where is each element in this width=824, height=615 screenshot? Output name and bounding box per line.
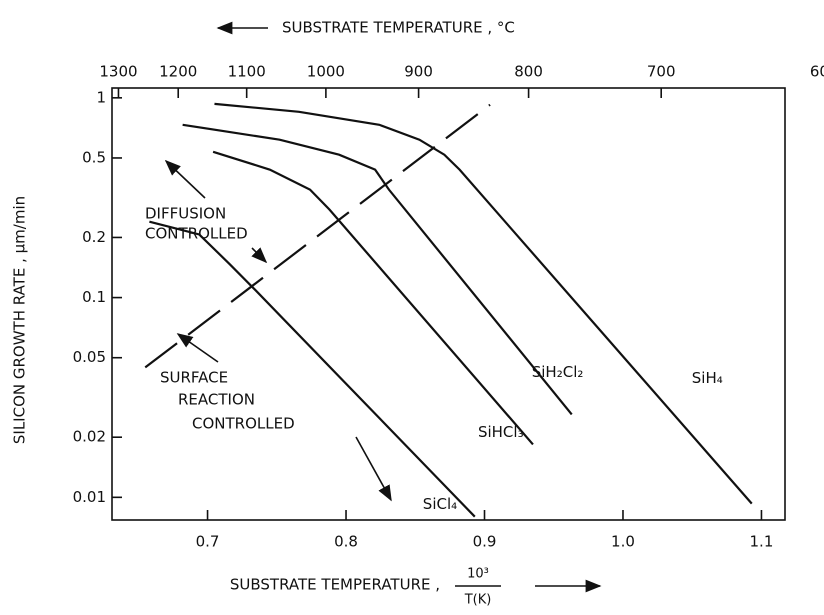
- x2-tick-label: 1100: [228, 63, 266, 81]
- x-axis-label: SUBSTRATE TEMPERATURE ,: [230, 576, 440, 594]
- arrow: [176, 333, 219, 363]
- series-label: SiH₄: [692, 369, 723, 387]
- arrow: [355, 436, 392, 502]
- y-tick-label: 0.5: [82, 148, 106, 166]
- y-tick-label: 0.05: [73, 348, 106, 366]
- arrow: [251, 247, 268, 264]
- annotation: SURFACE: [160, 369, 228, 387]
- series-label: SiH₂Cl₂: [532, 363, 584, 381]
- y-tick-label: 0.01: [73, 488, 106, 506]
- y-axis-label: SILICON GROWTH RATE , μm/min: [11, 196, 29, 444]
- annotation: CONTROLLED: [192, 415, 295, 433]
- x-tick-label: 0.9: [473, 533, 497, 551]
- boundary-line: [144, 103, 491, 369]
- line: [212, 150, 534, 446]
- y-tick-label: 0.2: [82, 228, 106, 246]
- x2-tick-label: 1000: [307, 63, 345, 81]
- series-label: SiCl₄: [423, 495, 457, 513]
- x2-tick-label: 800: [514, 63, 543, 81]
- x-label-denominator: T(K): [464, 593, 492, 608]
- x2-tick-label: 900: [404, 63, 433, 81]
- x2-tick-label: 1200: [159, 63, 197, 81]
- y-tick-label: 1: [96, 88, 106, 106]
- series-label: SiHCl₃: [478, 423, 524, 441]
- arrow: [164, 159, 206, 199]
- line: [182, 123, 573, 416]
- x-tick-label: 1.1: [750, 533, 774, 551]
- x-label-numerator: 10³: [467, 567, 489, 582]
- line: [149, 220, 476, 518]
- x-tick-label: 0.7: [196, 533, 220, 551]
- plot-frame: [111, 87, 786, 521]
- annotation: DIFFUSION: [145, 205, 226, 223]
- line: [214, 102, 753, 505]
- y-tick-label: 0.02: [73, 428, 106, 446]
- x2-axis-label: SUBSTRATE TEMPERATURE , °C: [282, 19, 515, 37]
- annotation: REACTION: [178, 391, 255, 409]
- x2-tick-label: 600: [810, 63, 824, 81]
- x2-tick-label: 700: [647, 63, 676, 81]
- x-tick-label: 1.0: [611, 533, 635, 551]
- y-tick-label: 0.1: [82, 288, 106, 306]
- x-tick-label: 0.8: [334, 533, 358, 551]
- x2-tick-label: 1300: [99, 63, 137, 81]
